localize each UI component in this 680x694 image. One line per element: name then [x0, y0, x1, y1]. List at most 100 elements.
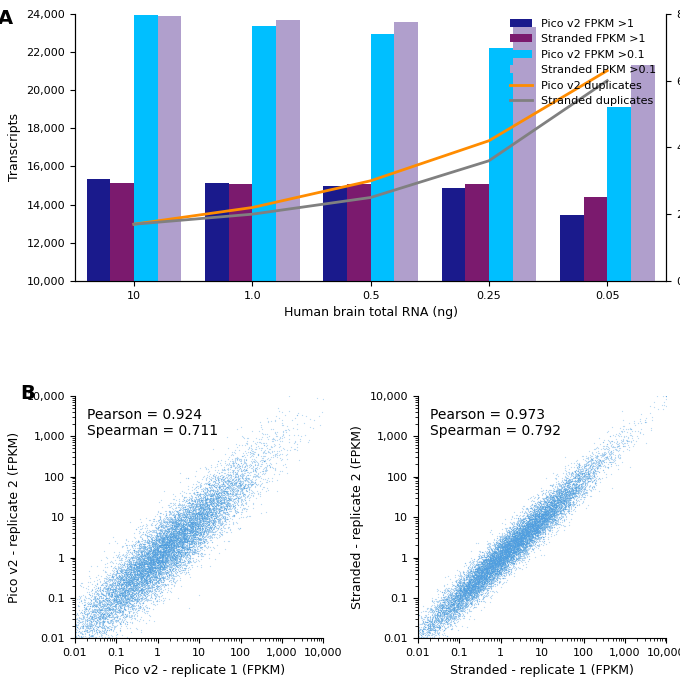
Point [539, 516, 550, 527]
Point [502, 552, 513, 564]
Point [505, 551, 516, 562]
Point [182, 493, 193, 505]
Point [203, 514, 214, 525]
Point [515, 530, 526, 541]
Point [175, 535, 186, 546]
Point [186, 527, 197, 539]
Point [69, 633, 80, 644]
Point [502, 550, 513, 561]
Point [263, 476, 274, 487]
Point [231, 486, 242, 497]
Point [188, 509, 199, 520]
Point [191, 495, 202, 506]
Point [455, 584, 466, 595]
Point [129, 558, 140, 569]
Point [481, 577, 492, 589]
Point [149, 589, 160, 600]
Point [450, 590, 461, 601]
Point [188, 552, 199, 564]
Point [133, 577, 143, 589]
Point [188, 525, 199, 536]
Point [440, 604, 451, 615]
Point [104, 625, 115, 636]
Point [131, 579, 142, 590]
Point [577, 487, 588, 498]
Point [537, 509, 548, 520]
Point [127, 596, 138, 607]
Point [160, 570, 171, 582]
Point [151, 580, 162, 591]
Point [205, 521, 216, 532]
Point [432, 612, 443, 623]
Point [220, 491, 231, 502]
Point [127, 590, 138, 601]
Point [522, 536, 532, 547]
Point [479, 571, 490, 582]
Point [94, 611, 105, 623]
Point [536, 505, 547, 516]
Point [137, 559, 148, 570]
Point [564, 503, 575, 514]
Point [220, 469, 231, 480]
Point [465, 578, 476, 589]
Point [163, 524, 173, 535]
Point [509, 532, 520, 543]
Point [564, 475, 575, 486]
Point [475, 573, 486, 584]
Point [156, 501, 167, 512]
Point [491, 550, 502, 561]
Point [561, 481, 572, 492]
Point [511, 541, 522, 552]
Point [139, 536, 150, 548]
Point [469, 571, 480, 582]
Point [522, 530, 533, 541]
Point [562, 484, 573, 495]
Point [561, 496, 572, 507]
Point [549, 499, 560, 510]
Point [134, 591, 145, 602]
Point [516, 535, 527, 546]
Point [478, 555, 489, 566]
Point [140, 541, 151, 552]
Point [160, 579, 171, 590]
Point [569, 486, 580, 498]
Point [137, 568, 148, 579]
Point [473, 571, 483, 582]
Point [189, 532, 200, 543]
Point [528, 514, 539, 525]
Point [182, 523, 193, 534]
Point [197, 489, 208, 500]
Point [503, 545, 513, 556]
Point [494, 552, 505, 564]
Point [205, 493, 216, 505]
Point [192, 487, 203, 498]
Point [466, 567, 477, 578]
Point [147, 560, 158, 571]
Point [113, 576, 124, 587]
Point [498, 530, 509, 541]
Point [69, 633, 80, 644]
Legend: Pico v2 FPKM >1, Stranded FPKM >1, Pico v2 FPKM >0.1, Stranded FPKM >0.1, Pico v: Pico v2 FPKM >1, Stranded FPKM >1, Pico … [506, 14, 661, 111]
Point [494, 568, 505, 579]
Point [258, 437, 269, 448]
Point [186, 541, 197, 552]
Point [179, 537, 190, 548]
Point [553, 509, 564, 520]
Point [483, 568, 494, 579]
Point [140, 543, 151, 555]
Point [142, 566, 153, 577]
Point [169, 538, 180, 549]
Point [623, 436, 634, 447]
Point [156, 536, 167, 547]
Point [587, 454, 598, 465]
Point [510, 537, 521, 548]
Point [133, 575, 143, 586]
Point [506, 556, 517, 567]
Point [412, 633, 423, 644]
Point [113, 599, 124, 610]
Point [513, 543, 524, 554]
Point [526, 509, 537, 520]
Point [581, 487, 592, 498]
Point [134, 555, 145, 566]
Point [490, 576, 500, 587]
